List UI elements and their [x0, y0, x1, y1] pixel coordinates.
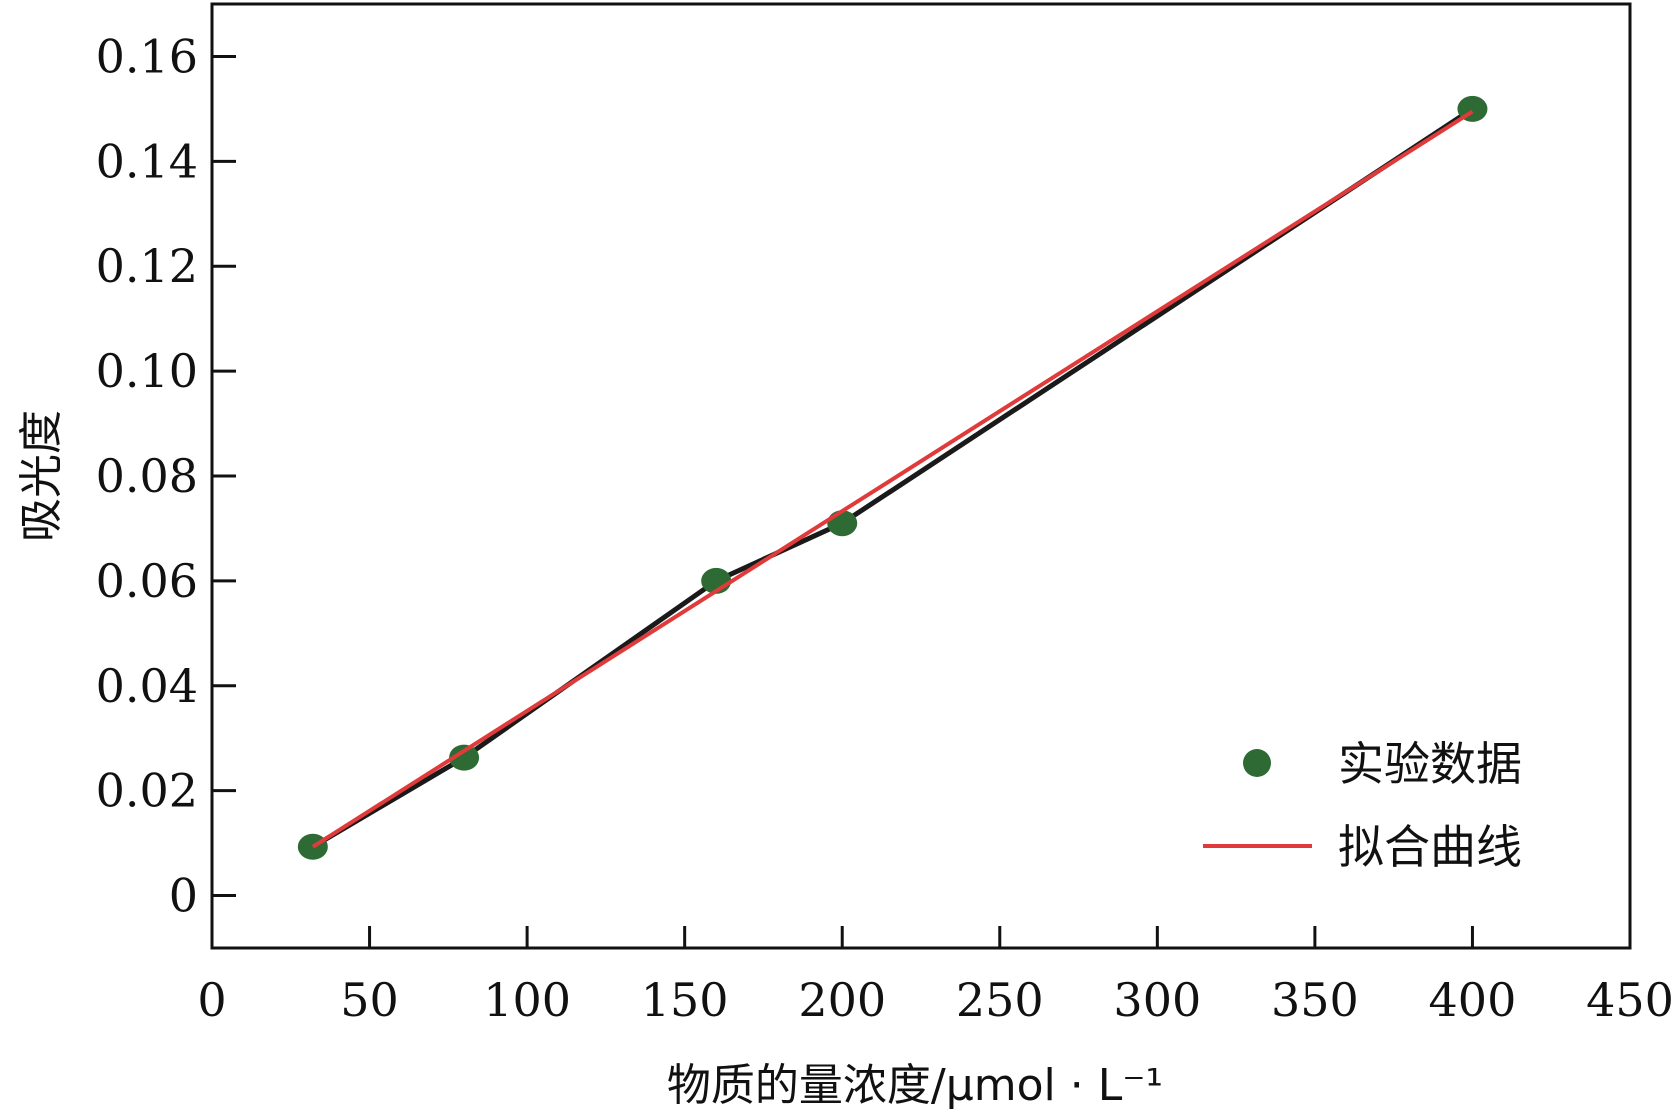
y-tick-label: 0.02	[96, 764, 198, 818]
x-tick-label: 200	[798, 973, 886, 1027]
x-tick-label: 450	[1586, 973, 1674, 1027]
y-axis-title: 吸光度	[16, 410, 67, 542]
x-tick-label: 350	[1271, 973, 1359, 1027]
y-tick-label: 0.12	[96, 239, 198, 293]
plot-area	[297, 95, 1488, 860]
y-tick-label: 0.14	[96, 134, 198, 188]
x-tick-label: 300	[1113, 973, 1201, 1027]
x-tick-label: 0	[197, 973, 226, 1027]
fit-line	[311, 109, 1474, 849]
x-tick-label: 150	[641, 973, 729, 1027]
legend-marker-experimental	[1243, 749, 1271, 777]
x-axis-ticks: 0 50 100 150 200 250 300 350 400 450	[197, 926, 1674, 1027]
data-point	[827, 510, 858, 537]
legend-label-fit: 拟合曲线	[1338, 820, 1522, 874]
y-tick-label: 0.08	[96, 449, 198, 503]
x-axis-title: 物质的量浓度/μmol · L⁻¹	[667, 1060, 1163, 1111]
x-tick-label: 100	[483, 973, 571, 1027]
x-tick-label: 50	[340, 973, 399, 1027]
x-tick-label: 250	[956, 973, 1044, 1027]
y-tick-label: 0.16	[96, 29, 198, 83]
y-tick-label: 0.10	[96, 344, 198, 398]
y-axis-ticks: 0 0.02 0.04 0.06 0.08 0.10 0.12 0.14 0.16	[96, 29, 236, 923]
y-tick-label: 0	[169, 869, 198, 923]
legend: 实验数据 拟合曲线	[1203, 737, 1522, 874]
legend-label-experimental: 实验数据	[1338, 737, 1522, 791]
data-point	[449, 744, 480, 771]
y-tick-label: 0.06	[96, 554, 198, 608]
y-tick-label: 0.04	[96, 659, 198, 713]
x-tick-label: 400	[1429, 973, 1517, 1027]
